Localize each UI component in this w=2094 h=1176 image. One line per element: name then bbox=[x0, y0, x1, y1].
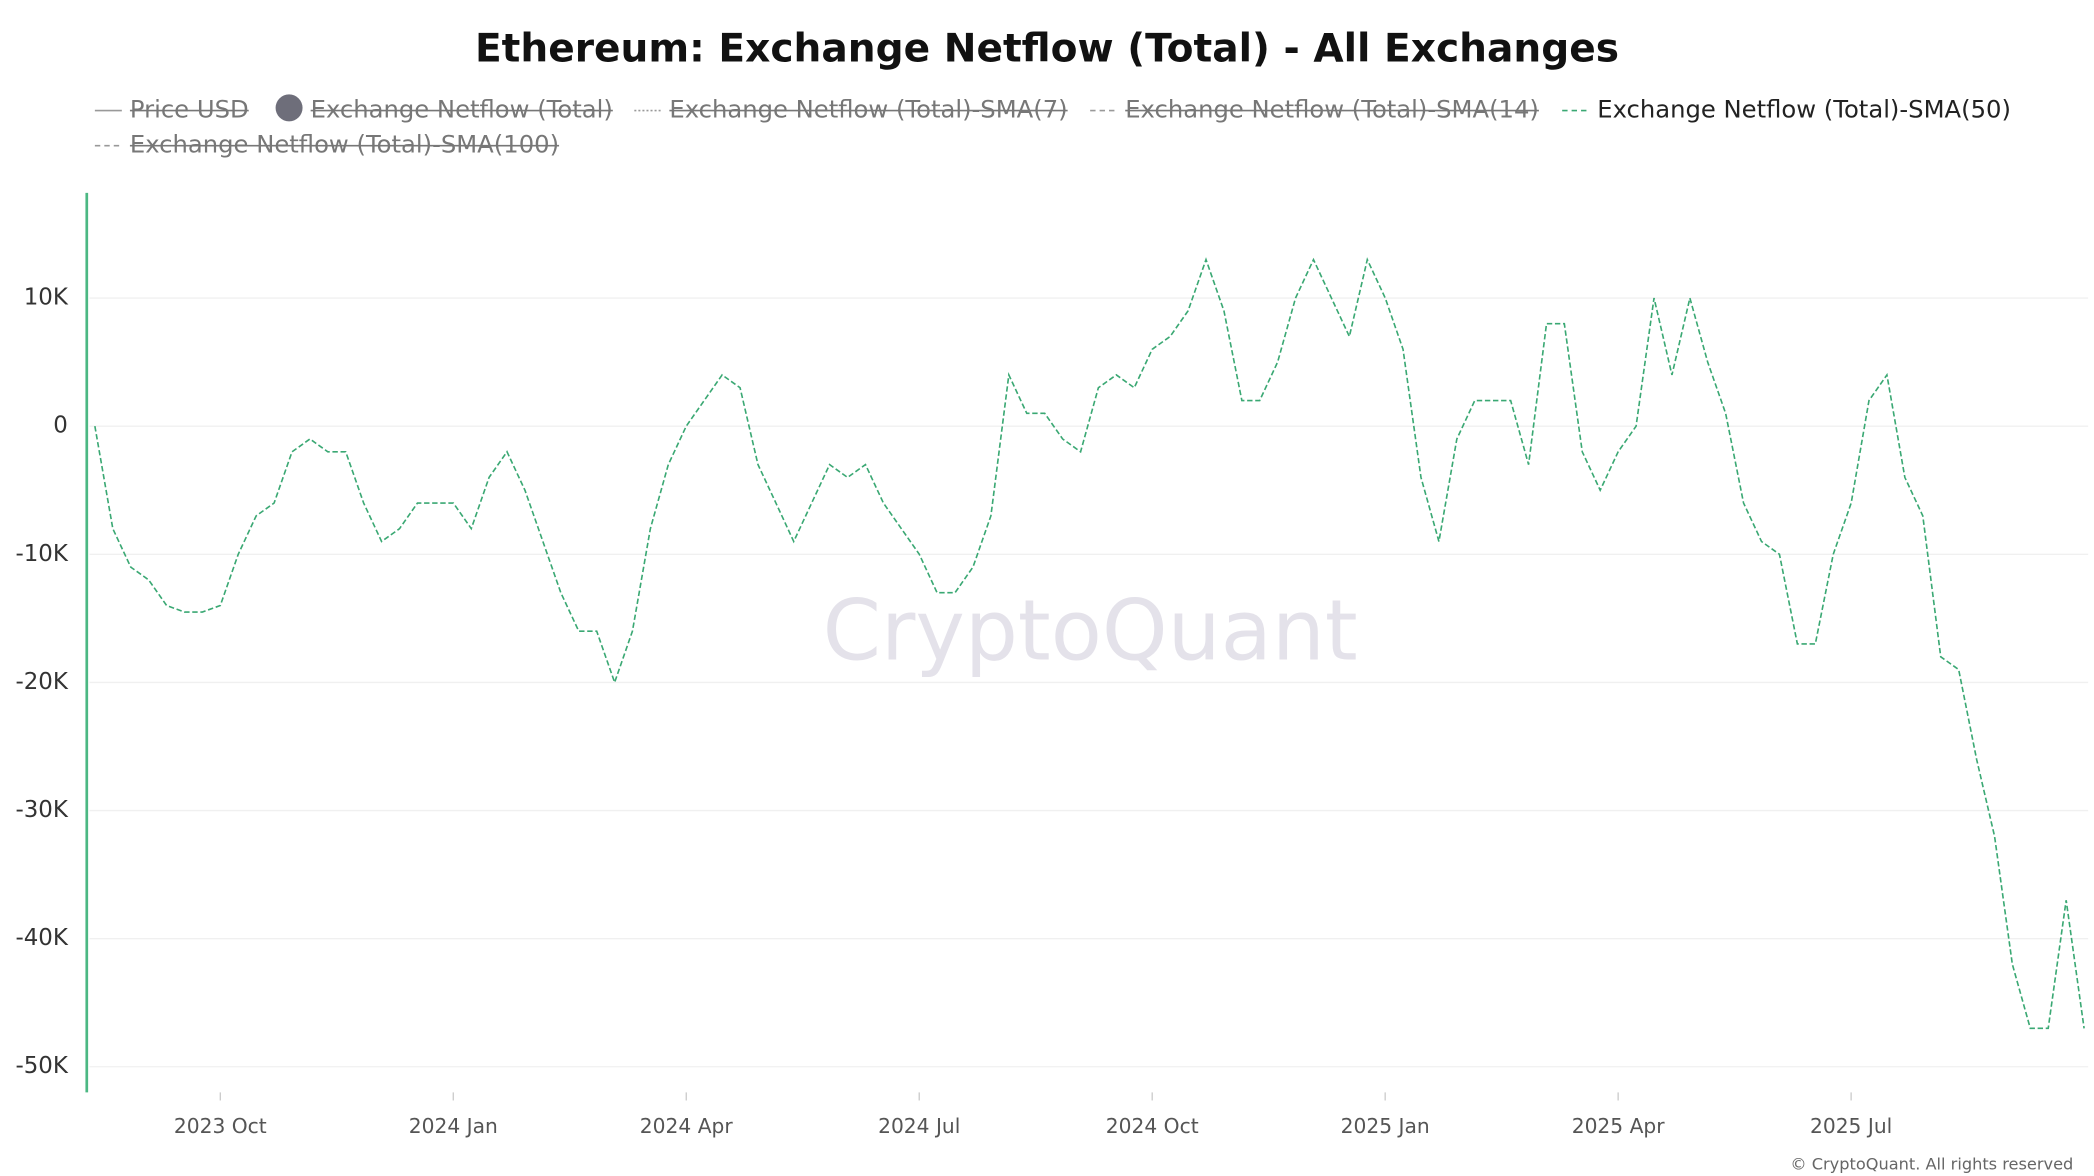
y-tick-label: 10K bbox=[24, 285, 69, 311]
x-tick-label: 2025 Apr bbox=[1572, 1114, 1666, 1138]
watermark: CryptoQuant bbox=[823, 581, 1358, 679]
x-tick-label: 2025 Jan bbox=[1341, 1114, 1430, 1138]
legend-label: Exchange Netflow (Total)-SMA(7) bbox=[669, 95, 1067, 124]
series-line bbox=[94, 257, 2085, 1030]
x-tick-label: 2023 Oct bbox=[174, 1114, 267, 1138]
y-tick-label: -40K bbox=[15, 925, 68, 951]
y-tick-label: -10K bbox=[15, 541, 68, 567]
y-tick-label: -20K bbox=[15, 669, 68, 695]
x-tick-label: 2024 Jul bbox=[878, 1114, 960, 1138]
x-tick-label: 2024 Jan bbox=[409, 1114, 498, 1138]
y-tick-label: -30K bbox=[15, 797, 68, 823]
y-tick-label: -50K bbox=[15, 1053, 68, 1079]
legend-label: Exchange Netflow (Total) bbox=[311, 95, 613, 124]
y-tick-label: 0 bbox=[53, 413, 68, 439]
x-tick-label: 2025 Jul bbox=[1810, 1114, 1892, 1138]
legend-marker bbox=[275, 94, 303, 122]
copyright: © CryptoQuant. All rights reserved bbox=[1790, 1155, 2073, 1174]
chart-title: Ethereum: Exchange Netflow (Total) - All… bbox=[475, 27, 1619, 72]
legend-label: Exchange Netflow (Total)-SMA(100) bbox=[130, 130, 559, 159]
x-tick-label: 2024 Apr bbox=[640, 1114, 734, 1138]
x-tick-label: 2024 Oct bbox=[1106, 1114, 1199, 1138]
legend-label: Exchange Netflow (Total)-SMA(14) bbox=[1125, 95, 1539, 124]
legend-label: Price USD bbox=[130, 95, 249, 124]
legend-label: Exchange Netflow (Total)-SMA(50) bbox=[1597, 95, 2011, 124]
